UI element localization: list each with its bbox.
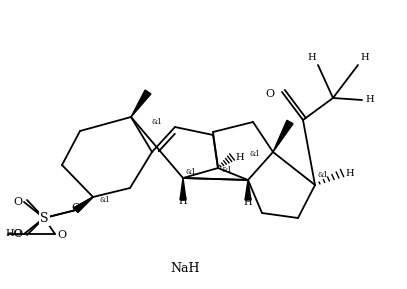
Polygon shape	[273, 120, 293, 152]
Polygon shape	[180, 178, 186, 200]
Text: &1: &1	[222, 166, 233, 174]
Text: H: H	[235, 153, 244, 162]
Text: &1: &1	[100, 196, 111, 204]
Polygon shape	[131, 90, 151, 117]
Text: O: O	[13, 229, 22, 239]
Text: O: O	[72, 203, 81, 213]
Polygon shape	[74, 197, 93, 212]
Text: H: H	[360, 53, 369, 62]
Text: &1: &1	[152, 118, 163, 126]
Text: H: H	[345, 168, 354, 177]
Text: H: H	[307, 53, 316, 62]
Text: O: O	[13, 197, 22, 207]
Text: &1: &1	[318, 171, 329, 179]
Text: O: O	[57, 230, 66, 240]
Text: H: H	[244, 198, 252, 207]
Text: HO: HO	[5, 229, 22, 238]
Text: &1: &1	[250, 150, 261, 158]
Text: H: H	[179, 197, 187, 206]
Text: O: O	[265, 89, 274, 99]
Text: S: S	[40, 212, 48, 225]
Text: NaH: NaH	[170, 262, 200, 275]
Text: &1: &1	[185, 168, 196, 176]
Polygon shape	[245, 180, 251, 200]
Polygon shape	[74, 197, 93, 212]
Text: H: H	[365, 95, 374, 105]
